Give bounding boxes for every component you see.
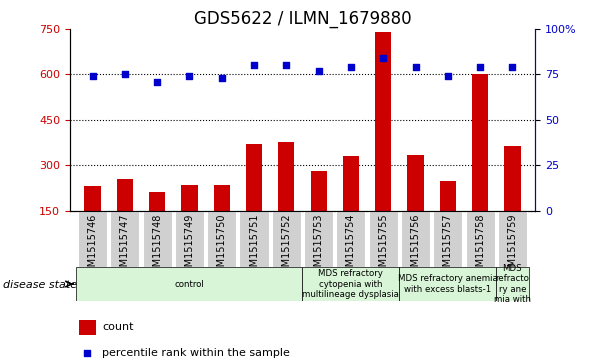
Bar bbox=[311, 171, 326, 211]
Point bbox=[443, 73, 453, 79]
Bar bbox=[181, 185, 198, 211]
Text: GSM1515758: GSM1515758 bbox=[475, 213, 485, 279]
Text: GSM1515755: GSM1515755 bbox=[378, 213, 389, 279]
Bar bbox=[213, 185, 230, 211]
Text: MDS
refracto
ry ane
mia with: MDS refracto ry ane mia with bbox=[494, 264, 531, 304]
FancyBboxPatch shape bbox=[496, 267, 528, 301]
Point bbox=[185, 73, 195, 79]
Bar bbox=[343, 156, 359, 211]
FancyBboxPatch shape bbox=[110, 211, 139, 267]
FancyBboxPatch shape bbox=[240, 211, 269, 267]
FancyBboxPatch shape bbox=[401, 211, 430, 267]
Bar bbox=[375, 32, 392, 211]
Point bbox=[410, 64, 420, 70]
Text: GSM1515750: GSM1515750 bbox=[216, 213, 227, 279]
FancyBboxPatch shape bbox=[175, 211, 204, 267]
Bar bbox=[79, 320, 95, 335]
Text: GSM1515747: GSM1515747 bbox=[120, 213, 130, 279]
Text: GSM1515753: GSM1515753 bbox=[314, 213, 323, 279]
FancyBboxPatch shape bbox=[434, 211, 462, 267]
Text: GSM1515749: GSM1515749 bbox=[184, 213, 195, 279]
Point bbox=[314, 68, 323, 74]
Title: GDS5622 / ILMN_1679880: GDS5622 / ILMN_1679880 bbox=[194, 10, 411, 28]
Point bbox=[346, 64, 356, 70]
FancyBboxPatch shape bbox=[336, 211, 365, 267]
FancyBboxPatch shape bbox=[78, 211, 107, 267]
FancyBboxPatch shape bbox=[272, 211, 301, 267]
FancyBboxPatch shape bbox=[368, 211, 398, 267]
Bar bbox=[117, 179, 133, 211]
Point bbox=[249, 62, 259, 68]
Bar bbox=[246, 144, 262, 211]
Point bbox=[475, 64, 485, 70]
Text: GSM1515754: GSM1515754 bbox=[346, 213, 356, 279]
FancyBboxPatch shape bbox=[498, 211, 527, 267]
Text: GSM1515756: GSM1515756 bbox=[410, 213, 421, 279]
Bar bbox=[407, 155, 424, 211]
Text: GSM1515752: GSM1515752 bbox=[282, 213, 291, 279]
Point bbox=[120, 72, 130, 77]
Text: MDS refractory
cytopenia with
multilineage dysplasia: MDS refractory cytopenia with multilinea… bbox=[303, 269, 399, 299]
FancyBboxPatch shape bbox=[143, 211, 171, 267]
Bar bbox=[440, 181, 456, 211]
Text: GSM1515757: GSM1515757 bbox=[443, 213, 453, 279]
Bar bbox=[278, 142, 294, 211]
Text: count: count bbox=[103, 322, 134, 333]
Text: disease state: disease state bbox=[3, 280, 77, 290]
Point bbox=[88, 73, 97, 79]
Point bbox=[217, 75, 227, 81]
Text: GSM1515748: GSM1515748 bbox=[152, 213, 162, 279]
Text: GSM1515746: GSM1515746 bbox=[88, 213, 97, 279]
Text: GSM1515751: GSM1515751 bbox=[249, 213, 259, 279]
FancyBboxPatch shape bbox=[399, 267, 496, 301]
Bar bbox=[85, 186, 100, 211]
Text: percentile rank within the sample: percentile rank within the sample bbox=[103, 348, 291, 358]
Bar bbox=[505, 146, 520, 211]
Text: MDS refractory anemia
with excess blasts-1: MDS refractory anemia with excess blasts… bbox=[398, 274, 498, 294]
Point bbox=[152, 79, 162, 85]
FancyBboxPatch shape bbox=[207, 211, 237, 267]
Bar bbox=[472, 74, 488, 211]
Point bbox=[508, 64, 517, 70]
Point bbox=[282, 62, 291, 68]
Text: control: control bbox=[174, 280, 204, 289]
Bar bbox=[149, 192, 165, 211]
FancyBboxPatch shape bbox=[466, 211, 495, 267]
Text: GSM1515759: GSM1515759 bbox=[508, 213, 517, 279]
FancyBboxPatch shape bbox=[303, 267, 399, 301]
FancyBboxPatch shape bbox=[304, 211, 333, 267]
Point bbox=[82, 350, 92, 356]
FancyBboxPatch shape bbox=[77, 267, 303, 301]
Point bbox=[378, 55, 388, 61]
